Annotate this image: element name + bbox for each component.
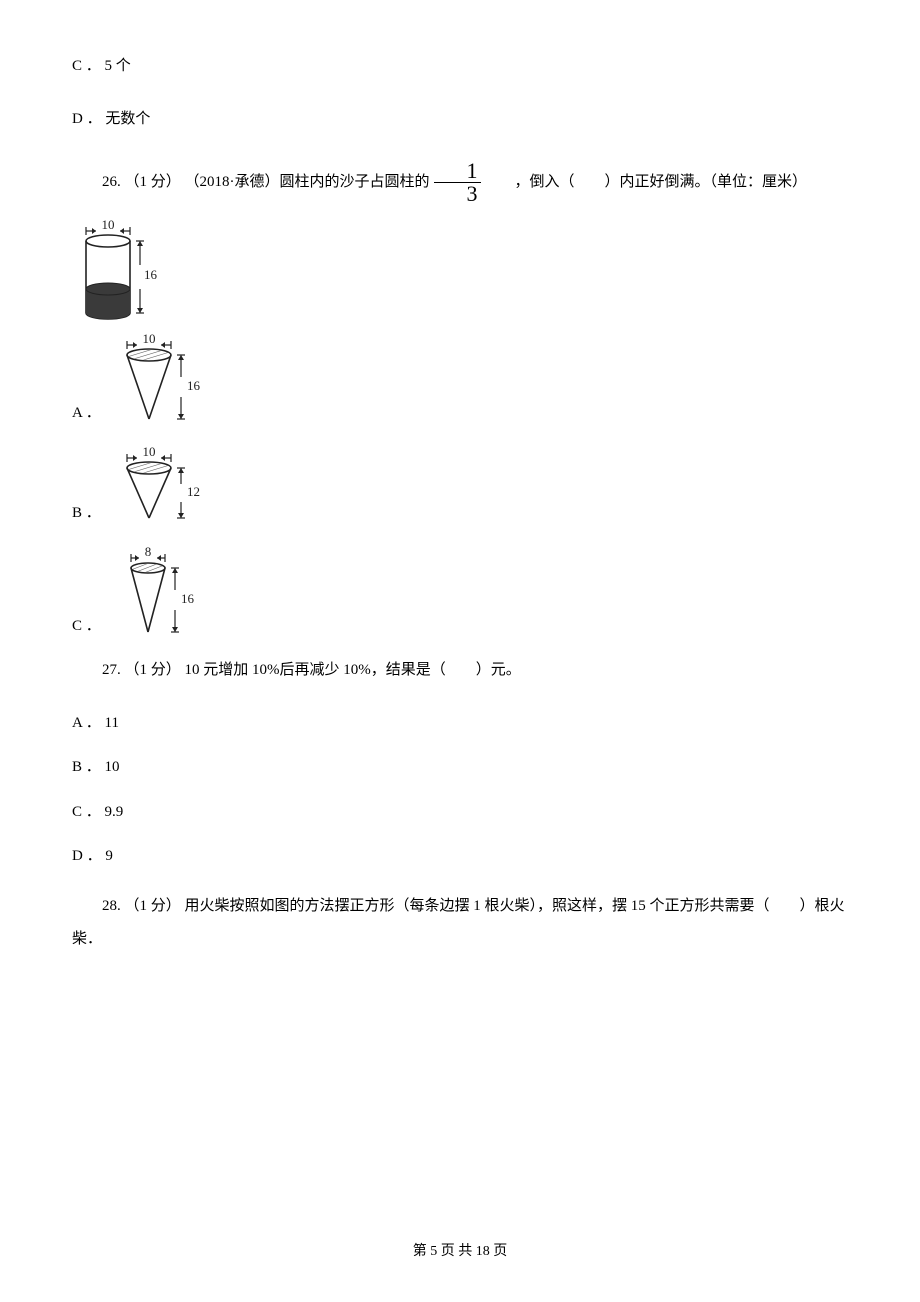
q26-frac-den: 3: [434, 183, 481, 205]
cyl-top-label: 10: [102, 217, 115, 232]
q26-frac-num: 1: [434, 160, 481, 183]
q26-prefix: 26. （1 分） （2018·承德）圆柱内的沙子占圆柱的: [72, 171, 430, 194]
cyl-side-label: 16: [144, 267, 158, 282]
q26-option-a: A ． 10 16: [72, 333, 848, 428]
q26-suffix: ，倒入（ ）内正好倒满。（单位：厘米）: [485, 171, 808, 194]
cone-b-side: 12: [187, 484, 200, 499]
cone-c-top: 8: [145, 546, 152, 559]
q27-option-a: A ． 11: [72, 712, 848, 735]
q27-option-d: D ． 9: [72, 845, 848, 868]
cone-b-top: 10: [142, 446, 155, 459]
q26-fraction: 1 3: [434, 160, 481, 205]
q26-cylinder-figure: 10 16: [72, 217, 848, 327]
prev-option-c: C ． 5 个: [72, 55, 848, 78]
q27-stem: 27. （1 分） 10 元增加 10%后再减少 10%，结果是（ ）元。: [72, 659, 848, 682]
prev-option-d: D ． 无数个: [72, 108, 848, 131]
cylinder-svg: 10 16: [72, 217, 167, 327]
cone-b-svg: 10 12: [109, 446, 209, 528]
q26-option-b: B ． 10 12: [72, 446, 848, 528]
option-label-b: B ．: [72, 502, 101, 529]
cone-c-side: 16: [181, 591, 195, 606]
page-footer: 第 5 页 共 18 页: [0, 1241, 920, 1262]
cone-a-svg: 10 16: [109, 333, 209, 428]
q26-option-c: C ． 8 16: [72, 546, 848, 641]
q27-option-c: C ． 9.9: [72, 801, 848, 824]
q27-option-b: B ． 10: [72, 756, 848, 779]
cone-c-svg: 8 16: [109, 546, 204, 641]
cone-a-side: 16: [187, 378, 201, 393]
q26-stem: 26. （1 分） （2018·承德）圆柱内的沙子占圆柱的 1 3 ，倒入（ ）…: [72, 160, 848, 205]
cone-a-top: 10: [142, 333, 155, 346]
option-label-a: A ．: [72, 402, 101, 429]
q28-stem: 28. （1 分） 用火柴按照如图的方法摆正方形（每条边摆 1 根火柴），照这样…: [72, 890, 848, 956]
option-label-c: C ．: [72, 615, 101, 642]
